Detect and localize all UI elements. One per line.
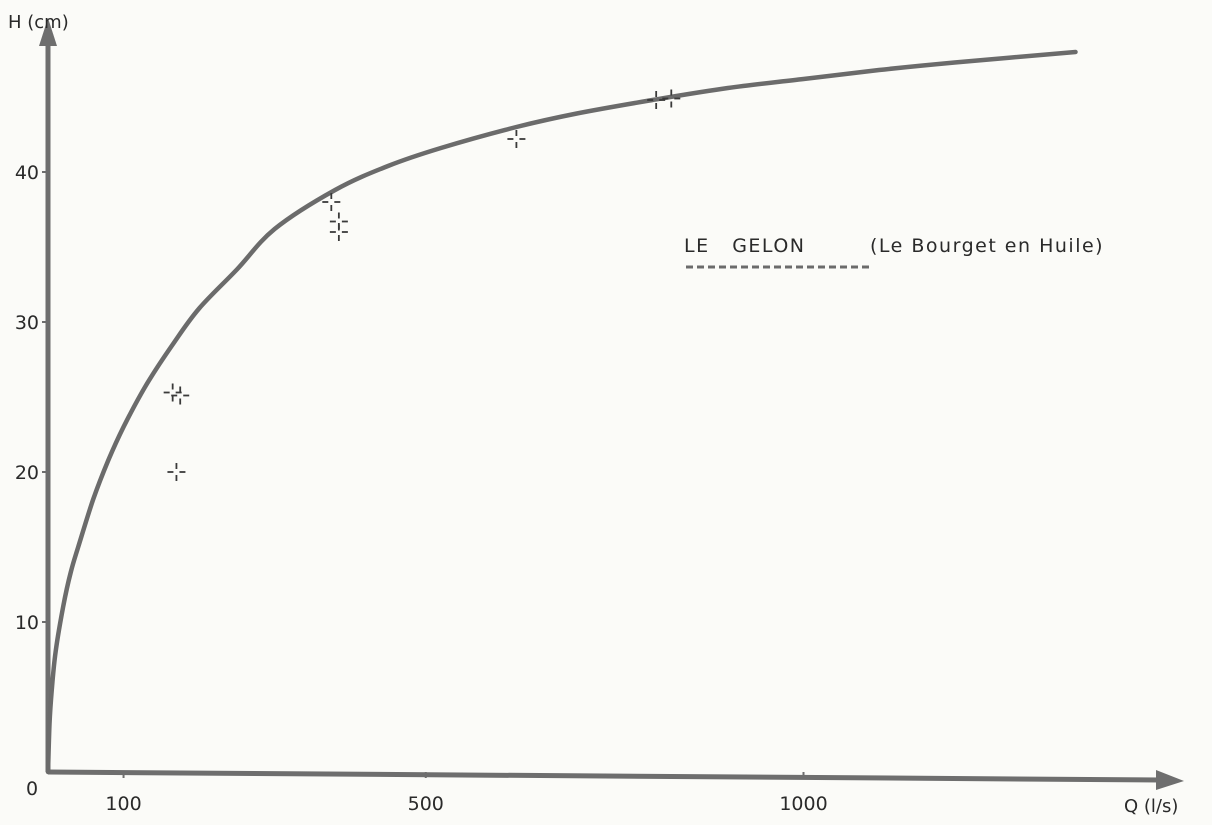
y-axis-title: H (cm): [8, 12, 69, 33]
y-tick-label: 20: [15, 462, 39, 484]
data-point-cross: [507, 130, 526, 148]
y-tick-label: 10: [15, 612, 39, 634]
x-axis-title: Q (l/s): [1124, 796, 1178, 817]
curve-layer: [45, 49, 1078, 775]
data-point-cross: [662, 89, 681, 108]
x-tick-label: 500: [408, 793, 444, 815]
legend: LE GELON (Le Bourget en Huile): [684, 235, 1104, 269]
x-axis-arrow: [1156, 770, 1184, 790]
y-tick-label: 40: [15, 162, 39, 184]
y-axis-arrow: [39, 18, 57, 46]
data-point-cross: [163, 383, 182, 402]
origin-label: 0: [26, 778, 38, 800]
x-axis-line: [47, 769, 1161, 783]
marker-layer: [163, 89, 681, 481]
rating-curve: [45, 49, 1078, 775]
legend-river-name: LE GELON: [684, 235, 806, 257]
data-point-cross: [322, 193, 341, 211]
legend-place-name: (Le Bourget en Huile): [870, 235, 1104, 257]
x-tick-label: 1000: [779, 793, 827, 815]
data-point-cross: [647, 91, 666, 109]
axes: 10 20 30 40 100 500 1000: [15, 18, 1184, 815]
y-tick-label: 30: [15, 312, 39, 334]
data-point-cross: [167, 463, 186, 481]
x-tick-label: 100: [105, 793, 141, 815]
data-point-cross: [329, 223, 348, 241]
data-point-cross: [171, 386, 190, 405]
